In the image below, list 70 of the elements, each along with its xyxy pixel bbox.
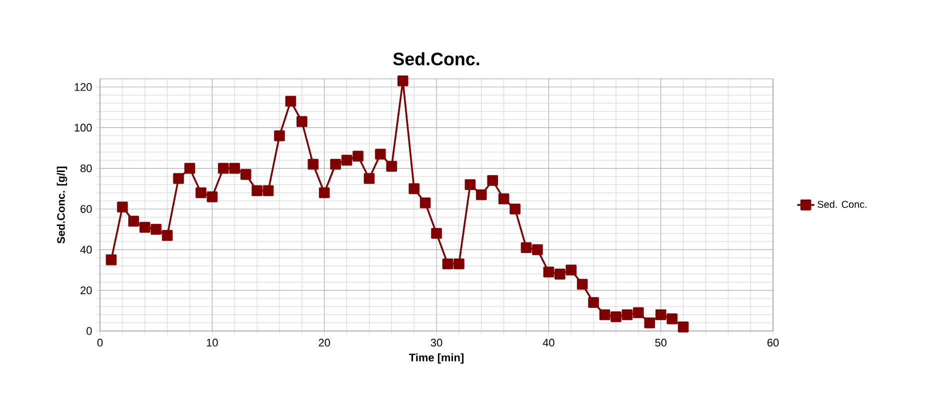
point <box>229 162 240 174</box>
point <box>262 185 274 196</box>
point <box>442 258 454 270</box>
point <box>173 173 184 184</box>
point <box>274 130 285 142</box>
point <box>599 309 610 320</box>
point <box>318 187 330 198</box>
point <box>285 96 296 107</box>
point <box>576 278 588 290</box>
x-axis-title: Time [min] <box>409 353 464 364</box>
point <box>218 162 229 174</box>
x-tick-label: 10 <box>206 338 218 347</box>
point <box>139 222 150 233</box>
point <box>296 116 308 127</box>
point <box>196 187 206 198</box>
point <box>352 150 364 162</box>
point <box>341 154 352 166</box>
y-tick-label: 40 <box>80 246 92 254</box>
point <box>520 242 532 254</box>
point <box>364 173 375 184</box>
point <box>128 216 140 227</box>
y-tick-label: 20 <box>80 286 92 294</box>
point <box>240 169 252 180</box>
point <box>554 268 566 280</box>
point <box>420 198 431 208</box>
point <box>588 297 599 308</box>
point <box>666 313 678 324</box>
point <box>464 179 476 190</box>
x-tick-label: 30 <box>430 338 442 347</box>
point <box>622 309 633 320</box>
point <box>106 254 117 266</box>
y-tick-label: 80 <box>80 164 92 172</box>
point <box>610 311 622 322</box>
x-tick-label: 50 <box>655 338 666 347</box>
point <box>117 202 128 212</box>
point <box>655 309 666 320</box>
point <box>431 228 442 239</box>
point <box>162 230 173 241</box>
point <box>397 76 408 86</box>
y-tick-label: 0 <box>86 327 92 335</box>
point <box>476 189 487 200</box>
point <box>386 160 398 172</box>
point <box>330 158 341 170</box>
point <box>206 191 218 202</box>
point <box>633 307 644 318</box>
x-tick-label: 60 <box>767 338 779 347</box>
point <box>308 158 319 170</box>
point <box>408 183 420 194</box>
point <box>566 264 577 276</box>
y-tick-label: 120 <box>74 83 92 91</box>
legend-label: Sed. Conc. <box>818 200 866 208</box>
point <box>184 162 196 174</box>
point <box>678 322 689 332</box>
x-tick-label: 40 <box>542 338 554 347</box>
point <box>487 175 498 186</box>
y-axis-title: Sed.Conc. [g/l] <box>56 166 68 244</box>
x-tick-label: 20 <box>318 338 330 347</box>
point <box>532 244 543 256</box>
point <box>150 224 162 235</box>
x-tick-label: 0 <box>97 338 103 347</box>
point <box>252 185 262 196</box>
point <box>644 317 656 328</box>
point <box>510 204 520 214</box>
point <box>543 266 554 278</box>
y-tick-label: 100 <box>74 124 92 132</box>
point <box>498 193 510 204</box>
chart-title: Sed.Conc. <box>393 52 480 66</box>
y-tick-label: 60 <box>80 205 92 213</box>
point <box>375 148 386 160</box>
point <box>454 258 464 270</box>
